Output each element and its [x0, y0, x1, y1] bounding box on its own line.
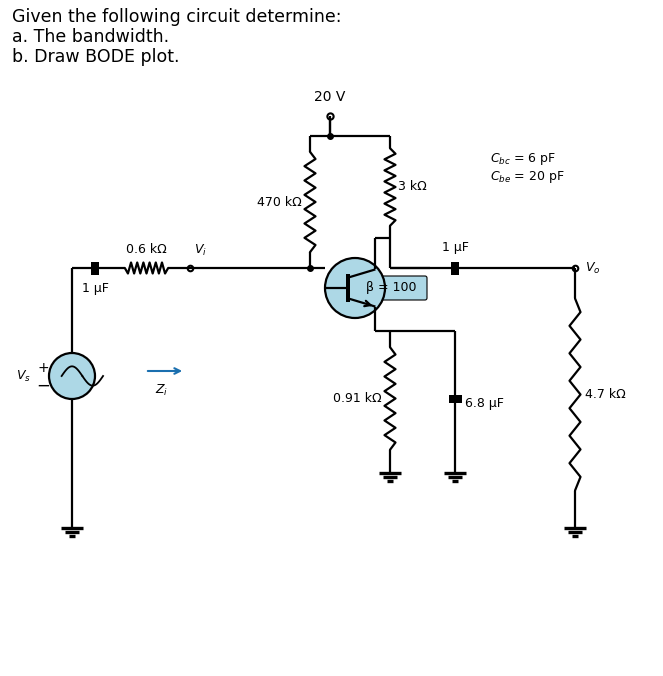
Text: 3 kΩ: 3 kΩ — [398, 180, 427, 193]
Text: 20 V: 20 V — [314, 90, 345, 104]
Text: b. Draw BODE plot.: b. Draw BODE plot. — [12, 48, 180, 66]
Text: 6.8 μF: 6.8 μF — [465, 397, 504, 410]
Text: +: + — [37, 361, 49, 375]
Text: $C_{bc}$ = 6 pF: $C_{bc}$ = 6 pF — [490, 151, 556, 167]
Text: $V_i$: $V_i$ — [194, 243, 207, 258]
Text: a. The bandwidth.: a. The bandwidth. — [12, 28, 169, 46]
FancyBboxPatch shape — [355, 276, 427, 300]
Text: β = 100: β = 100 — [366, 281, 416, 295]
Text: $C_{be}$ = 20 pF: $C_{be}$ = 20 pF — [490, 169, 565, 185]
Text: Given the following circuit determine:: Given the following circuit determine: — [12, 8, 341, 26]
Text: $Z_i$: $Z_i$ — [155, 383, 168, 398]
Text: 0.6 kΩ: 0.6 kΩ — [126, 243, 167, 256]
Text: 470 kΩ: 470 kΩ — [257, 195, 302, 208]
Text: $V_o$: $V_o$ — [585, 260, 601, 276]
Circle shape — [325, 258, 385, 318]
Text: 1 μF: 1 μF — [442, 241, 469, 254]
Circle shape — [49, 353, 95, 399]
Text: 4.7 kΩ: 4.7 kΩ — [585, 388, 626, 401]
Text: 0.91 kΩ: 0.91 kΩ — [333, 392, 382, 405]
Text: 1 μF: 1 μF — [82, 282, 109, 295]
Text: −: − — [36, 377, 50, 395]
Text: $V_s$: $V_s$ — [16, 368, 31, 383]
